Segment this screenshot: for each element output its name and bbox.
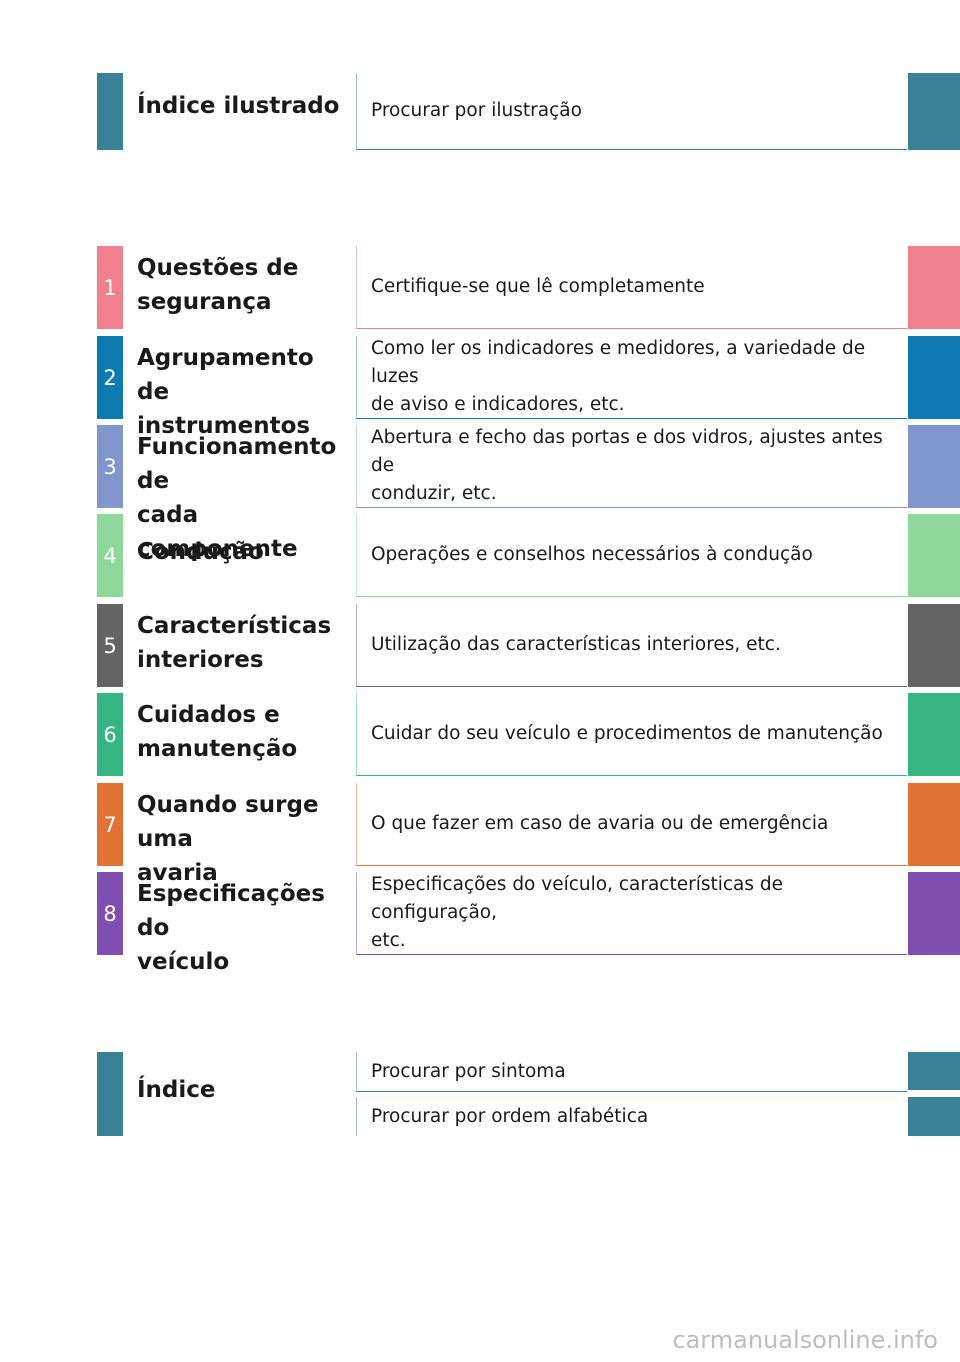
index-alphabetical-label: Procurar por ordem alfabética <box>371 1105 649 1127</box>
chapter-description-6: Cuidar do seu veículo e procedimentos de… <box>371 723 883 744</box>
chapter-edge-tab-8[interactable] <box>908 872 960 955</box>
chapter-number-7: 7 <box>97 783 123 866</box>
illustrated-index-title: Índice ilustrado <box>137 93 340 119</box>
chapter-description-7: O que fazer em caso de avaria ou de emer… <box>371 813 829 834</box>
chapter-title-7: Quando surge uma avaria <box>137 792 319 886</box>
chapter-row-3[interactable]: 3 Funcionamento de cada componente Abert… <box>0 425 960 562</box>
chapter-row-2[interactable]: 2 Agrupamento de instrumentos Como ler o… <box>0 336 960 439</box>
chapter-edge-tab-1[interactable] <box>908 246 960 329</box>
chapter-title-3: Funcionamento de cada componente <box>137 434 337 562</box>
chapter-description-box-7: O que fazer em caso de avaria ou de emer… <box>356 783 907 866</box>
chapter-edge-tab-4[interactable] <box>908 514 960 597</box>
index-alphabetical-link[interactable]: Procurar por ordem alfabética <box>356 1097 907 1136</box>
index-symptom-label: Procurar por sintoma <box>371 1060 566 1082</box>
chapter-description-2: Como ler os indicadores e medidores, a v… <box>371 338 866 415</box>
index-title: Índice <box>137 1077 216 1103</box>
chapter-description-3: Abertura e fecho das portas e dos vidros… <box>371 427 883 504</box>
chapter-number-2: 2 <box>97 336 123 419</box>
index-color-bar <box>97 1052 123 1136</box>
illustrated-index-edge-tab[interactable] <box>908 73 960 150</box>
illustrated-index-description: Procurar por ilustração <box>371 100 582 121</box>
chapter-description-5: Utilização das características interiore… <box>371 634 781 655</box>
index-symptom-edge-tab[interactable] <box>908 1052 960 1090</box>
chapter-description-box-3: Abertura e fecho das portas e dos vidros… <box>356 425 907 508</box>
chapter-row-6[interactable]: 6 Cuidados e manutenção Cuidar do seu ve… <box>0 693 960 776</box>
chapter-edge-tab-5[interactable] <box>908 604 960 687</box>
chapter-edge-tab-2[interactable] <box>908 336 960 419</box>
chapter-edge-tab-3[interactable] <box>908 425 960 508</box>
chapter-row-4[interactable]: 4 Condução Operações e conselhos necessá… <box>0 514 960 597</box>
index-row: Índice Procurar por sintoma Procurar por… <box>0 1052 960 1136</box>
chapter-description-box-2: Como ler os indicadores e medidores, a v… <box>356 336 907 419</box>
chapter-number-3: 3 <box>97 425 123 508</box>
chapter-title-8: Especificações do veículo <box>137 881 325 975</box>
chapter-row-8[interactable]: 8 Especificações do veículo Especificaçõ… <box>0 872 960 975</box>
chapter-description-box-1: Certifique-se que lê completamente <box>356 246 907 329</box>
watermark-text: carmanualsonline.info <box>672 1326 938 1354</box>
chapter-description-1: Certifique-se que lê completamente <box>371 276 705 297</box>
chapter-number-5: 5 <box>97 604 123 687</box>
chapter-description-4: Operações e conselhos necessários à cond… <box>371 544 813 565</box>
chapter-description-box-5: Utilização das características interiore… <box>356 604 907 687</box>
chapter-edge-tab-7[interactable] <box>908 783 960 866</box>
illustrated-index-description-box: Procurar por ilustração <box>356 73 907 150</box>
chapter-title-6: Cuidados e manutenção <box>137 702 298 762</box>
chapter-row-1[interactable]: 1 Questões de segurança Certifique-se qu… <box>0 246 960 329</box>
index-symptom-link[interactable]: Procurar por sintoma <box>356 1052 907 1092</box>
chapter-description-box-8: Especificações do veículo, característic… <box>356 872 907 955</box>
chapter-row-5[interactable]: 5 Características interiores Utilização … <box>0 604 960 687</box>
chapter-number-8: 8 <box>97 872 123 955</box>
chapter-description-8: Especificações do veículo, característic… <box>371 874 784 951</box>
chapter-title-2: Agrupamento de instrumentos <box>137 345 314 439</box>
chapter-title-1: Questões de segurança <box>137 255 299 315</box>
illustrated-index-color-bar <box>97 73 123 150</box>
chapter-edge-tab-6[interactable] <box>908 693 960 776</box>
chapter-description-box-4: Operações e conselhos necessários à cond… <box>356 514 907 597</box>
chapter-number-4: 4 <box>97 514 123 597</box>
chapter-description-box-6: Cuidar do seu veículo e procedimentos de… <box>356 693 907 776</box>
chapter-number-1: 1 <box>97 246 123 329</box>
chapter-title-5: Características interiores <box>137 613 332 673</box>
chapter-row-7[interactable]: 7 Quando surge uma avaria O que fazer em… <box>0 783 960 886</box>
chapter-title-4: Condução <box>137 539 264 565</box>
index-alphabetical-edge-tab[interactable] <box>908 1097 960 1136</box>
chapter-number-6: 6 <box>97 693 123 776</box>
illustrated-index-row[interactable]: Índice ilustrado Procurar por ilustração <box>0 73 960 150</box>
